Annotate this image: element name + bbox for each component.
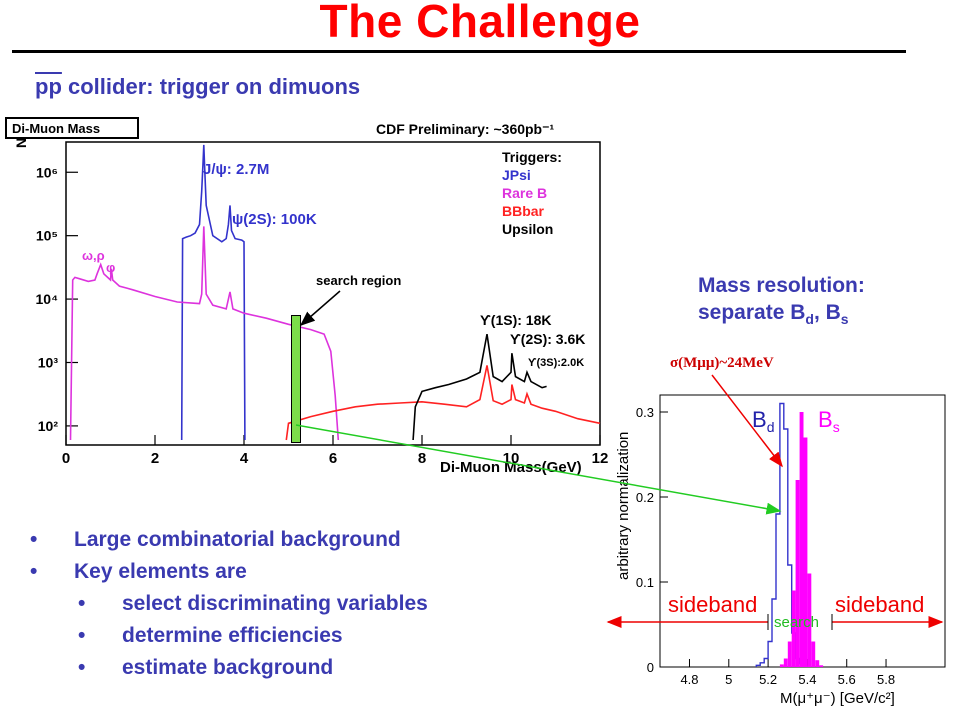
bullet-item: • Large combinatorial background [30,528,401,551]
legend-entry: JPsi [502,167,531,183]
panel-title: Di-Muon Mass [12,121,100,136]
inset-x-tick-label: 5 [725,672,732,687]
y-tick-label: 10² [38,418,59,434]
sub-bullet-item: • select discriminating variables [78,592,428,615]
slide-title: The Challenge [319,0,641,47]
y-tick-label: 10⁴ [36,291,59,307]
bs-histogram-bar [779,664,784,667]
bs-histogram-bar [795,480,800,667]
peak-annotation: ψ(2S): 100K [232,211,317,228]
search-region-label: search region [316,273,402,288]
inset-regions: sideband search sideband [606,592,944,631]
bs-histogram-bar [803,437,808,667]
mass-resolution-line1: Mass resolution: [698,274,865,297]
bullet-list: • Large combinatorial background • Key ele… [30,528,428,688]
peak-annotation: ϒ(3S):2.0K [528,357,584,369]
peak-annotation: φ [106,260,115,275]
inset-x-axis-label: M(μ⁺μ⁻) [GeV/c²] [780,690,895,707]
sigma-arrow [711,374,783,468]
legend-entry: BBbar [502,203,545,219]
main-series [69,144,601,441]
peak-annotation: ϒ(1S): 18K [480,312,551,328]
inset-y-tick-label: 0.3 [636,405,654,420]
bs-histogram-bar [783,658,788,667]
bs-histogram-bar [807,573,812,667]
bs-histogram-bar [799,412,804,667]
subtitle: pp collider: trigger on dimuons [35,74,360,100]
peak-annotation: J/ψ: 2.7M [203,161,269,178]
legend-entry: Upsilon [502,221,553,237]
y-tick-label: 10⁵ [36,228,58,244]
inset-y-axis-label: arbitrary normalization [615,432,632,580]
bs-histogram-bar [811,641,816,667]
search-region-arrow [299,290,341,326]
bs-histogram-bar [819,665,824,667]
inset-x-tick-label: 4.8 [680,672,698,687]
main-annotations: J/ψ: 2.7M ψ(2S): 100K ω,ρφ ϒ(1S): 18K ϒ(2S):… [82,161,585,369]
cdf-preliminary-label: CDF Preliminary: ~360pb⁻¹ [376,121,555,137]
bullet-item: • Key elements are [30,560,247,583]
mass-resolution-line2: separate Bd, Bs [698,301,849,328]
y-axis-label: N [13,138,29,148]
y-tick-label: 10³ [38,354,59,370]
series-line-bbbar [285,365,601,441]
subtitle-text: collider: trigger on dimuons [61,74,361,99]
inset-y-tick-label: 0.1 [636,575,654,590]
search-label: search [774,614,819,631]
subtitle-pbar: pp [35,74,62,99]
series-line-jpsi [180,144,246,441]
dimuon-mass-plot: Di-Muon Mass N CDF Preliminary: ~360pb⁻¹… [5,117,609,476]
x-axis-label: Di-Muon Mass(GeV) [440,459,582,476]
inset-x-tick-label: 5.6 [838,672,856,687]
peak-annotation: ϒ(2S): 3.6K [510,331,585,347]
bullet-dot: • [78,656,86,679]
inset-x-tick-label: 5.8 [877,672,895,687]
legend-entry: Rare B [502,185,547,201]
x-tick-label: 8 [418,450,426,467]
mass-resolution-text: Mass resolution: separate Bd, Bs [698,272,865,333]
bs-histogram-bar [791,590,796,667]
bs-histogram-bar [787,641,792,667]
sub-bullet-item: • determine efficiencies [78,624,343,647]
peak-annotation: ω,ρ [82,248,105,263]
panel-title-box [5,117,139,139]
y-tick-label: 10⁶ [36,164,58,180]
x-tick-label: 4 [240,450,249,467]
inset-ticks: 4.8 5 5.2 5.4 5.6 5.8 0 0.1 0.2 0.3 [636,405,895,687]
legend-header: Triggers: [502,149,562,165]
legend: Triggers: JPsi Rare B BBbar Upsilon [502,149,562,237]
bullet-dot: • [78,592,86,615]
x-tick-label: 12 [592,450,609,467]
sigma-resolution-label: σ(Mμμ)~24MeV [670,355,774,371]
x-tick-label: 6 [329,450,337,467]
title-underline [12,50,906,53]
inset-y-tick-label: 0.2 [636,490,654,505]
inset-x-tick-label: 5.4 [798,672,816,687]
inset-series [755,402,824,667]
inset-y-tick-label: 0 [647,660,654,675]
bullet-dot: • [30,560,38,583]
search-region-box [291,315,301,443]
inset-x-tick-label: 5.2 [759,672,777,687]
bd-bs-mass-plot: arbitrary normalization 4.8 5 5.2 5.4 5.6 5.8… [606,394,946,707]
bullet-dot: • [78,624,86,647]
bs-histogram-bar [815,660,820,667]
search-region-link-arrow [295,424,782,515]
series-line-upsilon [412,333,547,441]
series-line-rare-b [69,226,340,441]
sub-bullet-item: • estimate background [78,656,334,679]
sideband-right-label: sideband [835,592,924,617]
sideband-left-label: sideband [668,592,757,617]
x-tick-label: 0 [62,450,70,467]
bullet-dot: • [30,528,38,551]
bd-histogram-outline [755,402,809,667]
x-tick-label: 2 [151,450,159,467]
